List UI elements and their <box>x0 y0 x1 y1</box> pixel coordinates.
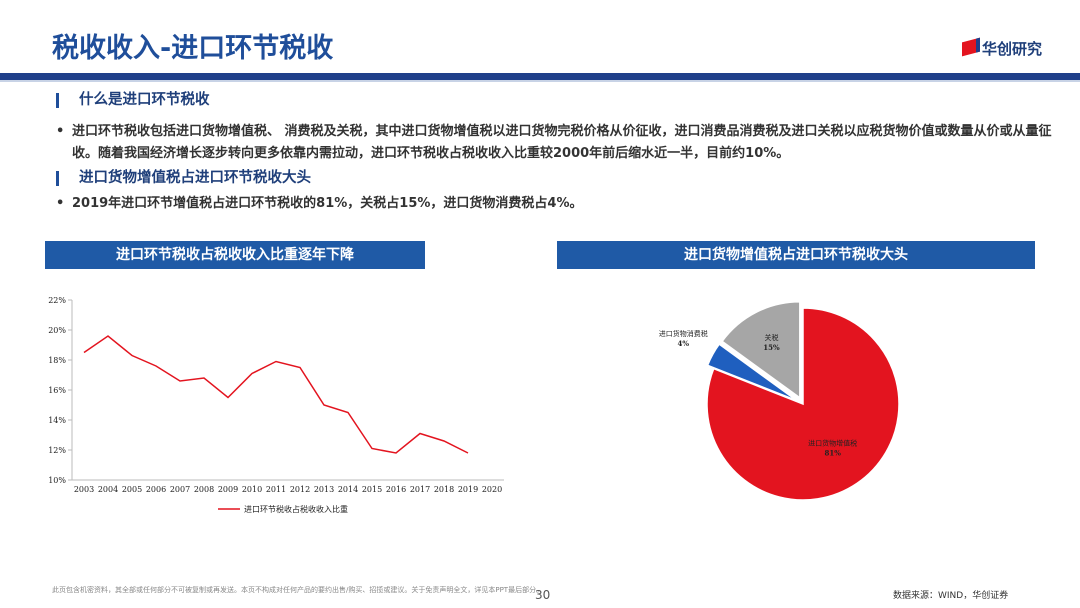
x-tick-label: 2015 <box>362 485 382 494</box>
x-tick-label: 2011 <box>266 485 286 494</box>
logo-icon <box>962 37 980 57</box>
header-bar <box>0 80 1080 82</box>
section-heading: 进口货物增值税占进口环节税收大头 <box>56 171 311 186</box>
x-tick-label: 2014 <box>338 485 358 494</box>
chart-title: 进口货物增值税占进口环节税收大头 <box>557 241 1035 269</box>
legend-label: 进口环节税收占税收收入比重 <box>244 504 348 514</box>
slice-label: 进口货物消费税 <box>659 329 708 338</box>
x-tick-label: 2016 <box>386 485 406 494</box>
pie-slice <box>706 343 798 402</box>
section-heading: 什么是进口环节税收 <box>56 93 210 108</box>
page-number: 30 <box>535 588 551 602</box>
x-tick-label: 2018 <box>434 485 454 494</box>
bullet: 进口环节税收包括进口货物增值税、 消费税及关税，其中进口货物增值税以进口货物完税… <box>56 121 1062 165</box>
logo-text: 华创研究 <box>982 40 1043 58</box>
y-tick-label: 22% <box>48 296 66 305</box>
y-tick-label: 12% <box>48 446 66 455</box>
header-bar <box>0 73 1080 80</box>
x-tick-label: 2006 <box>146 485 166 494</box>
x-tick-label: 2017 <box>410 485 430 494</box>
pie-slice <box>721 301 801 400</box>
slide-title: 税收收入-进口环节税收 <box>52 33 334 64</box>
charts: 10% 12% 14% 16% 18% 20% 22% 2003 2004 2005 2006 200… <box>48 296 900 514</box>
slice-value: 15% <box>763 343 780 352</box>
slice-label: 进口货物增值税 <box>808 439 857 448</box>
slice-value: 4% <box>678 339 690 348</box>
x-tick-label: 2012 <box>290 485 310 494</box>
bullet: 2019年进口环节增值税占进口环节税收的81%，关税占15%，进口货物消费税占4… <box>56 193 1062 215</box>
series-line <box>83 335 469 454</box>
y-tick-label: 20% <box>48 326 66 335</box>
x-tick-label: 2013 <box>314 485 334 494</box>
x-tick-label: 2004 <box>98 485 118 494</box>
x-tick-label: 2019 <box>458 485 478 494</box>
y-tick-label: 16% <box>48 386 66 395</box>
source: 数据来源：WIND，华创证券 <box>893 591 1009 601</box>
y-tick-label: 18% <box>48 356 66 365</box>
x-tick-label: 2007 <box>170 485 190 494</box>
x-tick-label: 2005 <box>122 485 142 494</box>
slice-value: 81% <box>824 449 841 458</box>
x-tick-label: 2003 <box>74 485 94 494</box>
x-tick-label: 2010 <box>242 485 262 494</box>
chart-title: 进口环节税收占税收收入比重逐年下降 <box>45 241 425 269</box>
pie-slice <box>706 307 900 501</box>
disclaimer: 此页包含机密资料，其全部或任何部分不可被复制或再发送。本页不构成对任何产品的要约… <box>52 586 544 594</box>
slice-label: 关税 <box>764 333 778 342</box>
x-tick-label: 2020 <box>482 485 502 494</box>
x-tick-label: 2009 <box>218 485 238 494</box>
y-tick-label: 10% <box>48 476 66 485</box>
y-tick-label: 14% <box>48 416 66 425</box>
x-tick-label: 2008 <box>194 485 214 494</box>
